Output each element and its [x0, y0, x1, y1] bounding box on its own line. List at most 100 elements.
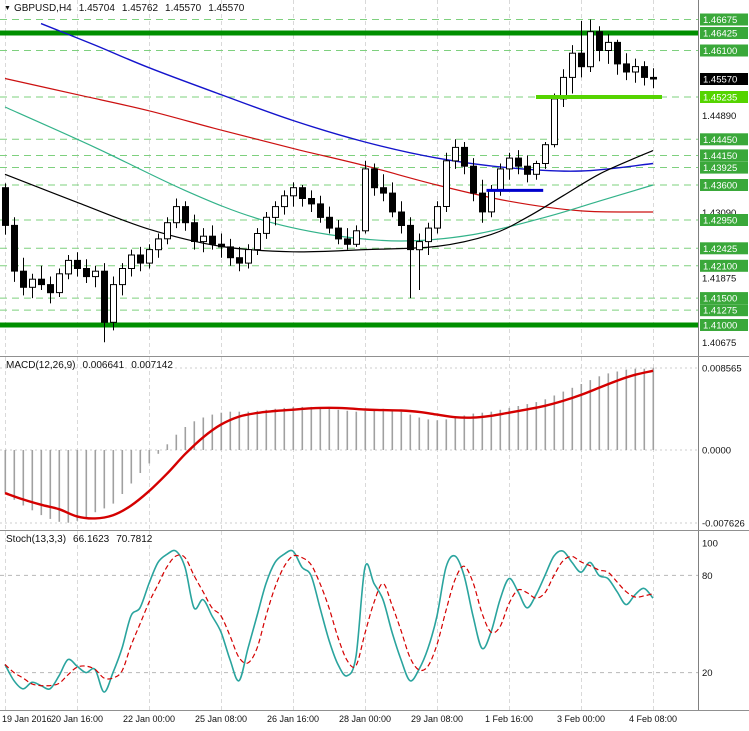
candle	[416, 241, 423, 251]
time-axis-label: 29 Jan 08:00	[410, 714, 464, 724]
candle	[83, 268, 90, 278]
macd-scale[interactable]: 0.008565 0.0000 -0.007626	[702, 364, 745, 530]
time-axis[interactable]: 19 Jan 2016 20 Jan 16:00 22 Jan 00:00 25 Ja…	[0, 711, 749, 731]
candle	[524, 165, 531, 175]
svg-text:1.45570: 1.45570	[703, 75, 737, 86]
stoch-d-value: 70.7812	[116, 534, 153, 545]
candle	[461, 146, 468, 167]
svg-text:1.46425: 1.46425	[703, 29, 737, 40]
panel-separator[interactable]	[0, 530, 749, 531]
time-axis-label: 19 Jan 2016	[2, 714, 52, 724]
candle	[317, 203, 324, 218]
candle	[569, 52, 576, 78]
grid-lines	[5, 531, 654, 710]
price-level-label	[700, 292, 748, 305]
main-chart-canvas[interactable]: 1.46675 1.46425 1.46100 1.45570 1.45235 1.448…	[0, 0, 749, 356]
candle	[389, 192, 396, 213]
candle	[632, 66, 639, 73]
candle	[218, 243, 225, 248]
ma-slow-blue	[40, 22, 654, 172]
high-value: 1.45762	[121, 3, 159, 14]
candle	[641, 66, 648, 78]
candle	[164, 222, 171, 240]
time-axis-label: 3 Feb 00:00	[556, 714, 606, 724]
svg-text:1.44450: 1.44450	[703, 135, 737, 146]
macd-name: MACD(12,26,9)	[6, 360, 76, 371]
price-tick-label: 1.44890	[702, 111, 736, 122]
candle	[65, 259, 72, 275]
candle	[515, 157, 522, 167]
price-level-label	[700, 149, 748, 162]
time-axis-label: 28 Jan 00:00	[338, 714, 392, 724]
candle	[92, 270, 99, 278]
macd-scale-label: 0.008565	[702, 364, 742, 375]
open-value: 1.45704	[78, 3, 115, 14]
stoch-scale-label: 100	[702, 539, 718, 550]
candle	[614, 41, 621, 65]
candle	[272, 206, 279, 218]
macd-scale-label: 0.0000	[702, 446, 731, 457]
candle	[470, 165, 477, 194]
candle	[605, 41, 612, 52]
candle	[254, 233, 261, 251]
candle	[650, 76, 657, 80]
svg-text:1.42425: 1.42425	[703, 244, 737, 255]
svg-text:1.46675: 1.46675	[703, 15, 737, 26]
panel-separator[interactable]	[0, 356, 749, 357]
stoch-panel-canvas[interactable]: 100 80 20	[0, 531, 749, 710]
candle	[335, 227, 342, 240]
price-level-label	[700, 91, 748, 103]
price-level-label	[700, 27, 748, 39]
candle	[380, 187, 387, 194]
candle	[155, 238, 162, 251]
price-tick-label: 1.41875	[702, 273, 736, 284]
price-level-label	[700, 242, 748, 255]
candle	[542, 144, 549, 164]
candle	[506, 157, 513, 170]
time-axis-label: 4 Feb 08:00	[628, 714, 678, 724]
price-scale[interactable]: 1.46675 1.46425 1.46100 1.45570 1.45235 1.448…	[700, 13, 748, 349]
svg-text:1.42950: 1.42950	[703, 216, 737, 227]
stoch-name: Stoch(13,3,3)	[6, 534, 67, 545]
symbol-dropdown-icon[interactable]: ▼	[4, 5, 11, 12]
candle	[74, 259, 81, 269]
low-value: 1.45570	[165, 3, 202, 14]
candle	[173, 206, 180, 224]
candle	[56, 273, 63, 294]
candle	[596, 31, 603, 51]
macd-panel-canvas[interactable]: 0.008565 0.0000 -0.007626	[0, 357, 749, 530]
price-level-label	[700, 13, 748, 26]
candle	[29, 278, 36, 288]
ma-fast-black	[4, 150, 654, 253]
candles-layer	[2, 19, 657, 343]
svg-text:1.41000: 1.41000	[703, 320, 737, 331]
time-axis-label: 20 Jan 16:00	[50, 714, 104, 724]
svg-text:1.41275: 1.41275	[703, 306, 737, 317]
candle	[344, 238, 351, 245]
macd-main-value: 0.006641	[82, 360, 125, 371]
candle	[443, 160, 450, 208]
candle	[353, 230, 360, 245]
time-axis-label: 25 Jan 08:00	[194, 714, 248, 724]
price-level-label	[700, 304, 748, 317]
candle	[101, 270, 108, 323]
macd-indicator-label: MACD(12,26,9) 0.006641 0.007142	[6, 360, 173, 371]
candle	[38, 278, 45, 286]
candle	[533, 163, 540, 175]
svg-text:1.45235: 1.45235	[703, 93, 737, 104]
candle	[479, 192, 486, 213]
stoch-k-value: 66.1623	[73, 534, 110, 545]
stoch-k-line	[4, 549, 654, 693]
stoch-scale[interactable]: 100 80 20	[702, 539, 718, 680]
candle	[263, 216, 270, 234]
candle	[371, 168, 378, 189]
price-tick-label: 1.43090	[702, 208, 736, 219]
candle	[47, 284, 54, 294]
time-axis-label: 22 Jan 00:00	[122, 714, 176, 724]
current-price-label	[700, 73, 748, 85]
price-tick-label: 1.40675	[702, 338, 736, 349]
candle	[434, 206, 441, 229]
macd-scale-label: -0.007626	[702, 518, 745, 529]
candle	[209, 235, 216, 245]
